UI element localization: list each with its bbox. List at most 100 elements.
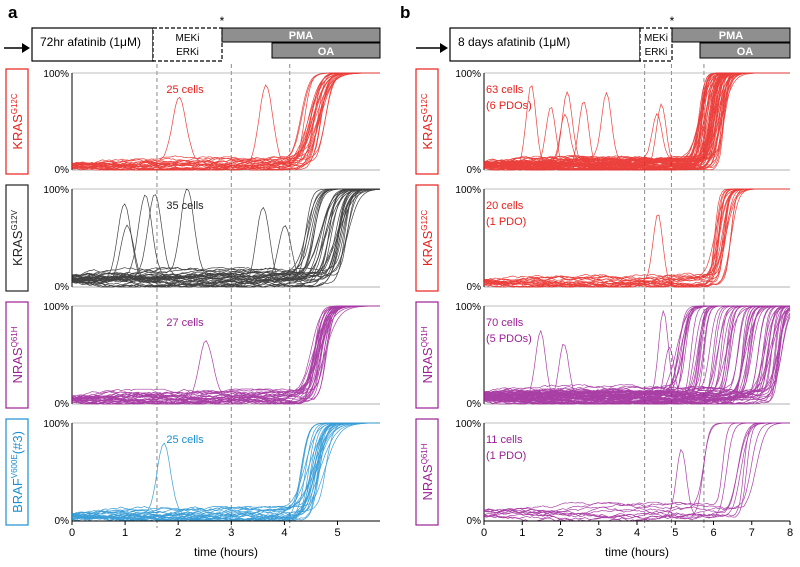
- cell-trace: [71, 188, 380, 283]
- cell-trace: [483, 188, 790, 288]
- pdo-count-label: (1 PDO): [486, 450, 526, 462]
- afatinib-label: 8 days afatinib (1μM): [458, 35, 570, 49]
- cell-trace: [71, 188, 380, 288]
- y-tick-0: 0%: [55, 399, 70, 410]
- cell-trace: [71, 72, 380, 171]
- cell-trace: [483, 72, 790, 170]
- y-tick-0: 0%: [55, 282, 70, 293]
- genotype-superscript: Q61H: [420, 326, 429, 347]
- y-tick-100: 100%: [43, 302, 69, 313]
- cell-trace: [484, 72, 790, 168]
- cell-trace: [71, 188, 380, 283]
- x-tick-label: 1: [519, 527, 525, 539]
- pdo-count-label: (5 PDOs): [486, 333, 532, 345]
- trace-group: [483, 422, 791, 522]
- cell-count-label: 63 cells: [486, 84, 524, 96]
- genotype-name: NRAS: [420, 464, 435, 500]
- cell-trace: [483, 72, 790, 166]
- cell-trace: [483, 422, 790, 517]
- cell-trace: [483, 422, 790, 517]
- y-tick-100: 100%: [455, 185, 481, 196]
- cell-trace: [484, 188, 790, 284]
- cell-trace: [483, 305, 790, 403]
- cell-trace: [71, 72, 380, 168]
- cell-trace: [483, 188, 790, 288]
- star-marker: *: [220, 14, 225, 28]
- genotype-label: NRASQ61H: [10, 326, 25, 383]
- cell-trace: [483, 188, 790, 288]
- trace-group: [71, 305, 381, 405]
- x-tick-label: 4: [634, 527, 640, 539]
- cell-trace: [71, 305, 380, 405]
- row-3: NRASQ61H 100% 0% 70 cells (5 PDOs): [415, 301, 791, 410]
- cell-trace: [71, 422, 380, 520]
- genotype-superscript: Q61H: [10, 326, 19, 347]
- cell-trace: [71, 72, 380, 171]
- cell-count-label: 11 cells: [486, 434, 523, 446]
- genotype-superscript: Q61H: [420, 443, 429, 464]
- cell-trace: [71, 422, 380, 515]
- cell-trace: [483, 188, 790, 288]
- cell-trace: [483, 188, 790, 288]
- trace-group: [71, 422, 381, 522]
- x-tick-label: 1: [122, 527, 128, 539]
- cell-trace: [483, 188, 790, 288]
- cell-trace: [71, 422, 380, 522]
- cell-trace: [483, 422, 790, 522]
- cell-trace: [483, 72, 790, 165]
- pdo-count-label: (1 PDO): [486, 216, 526, 228]
- x-tick-label: 7: [749, 527, 755, 539]
- cell-trace: [71, 188, 380, 287]
- cell-trace: [483, 188, 790, 285]
- cell-trace: [71, 422, 380, 521]
- cell-trace: [71, 188, 381, 283]
- cell-trace: [71, 422, 380, 515]
- cell-trace: [72, 305, 380, 403]
- y-tick-0: 0%: [55, 516, 70, 527]
- cell-trace: [71, 305, 380, 400]
- cell-trace: [71, 188, 380, 288]
- cell-trace: [483, 72, 790, 165]
- row-4: NRASQ61H 100% 0% 11 cells (1 PDO): [415, 418, 791, 527]
- x-tick-label: 3: [596, 527, 602, 539]
- cell-count-label: 27 cells: [166, 317, 204, 329]
- cell-trace: [71, 305, 381, 405]
- genotype-name: BRAF: [10, 478, 25, 513]
- genotype-name: KRAS: [10, 230, 25, 266]
- cell-trace: [483, 188, 790, 285]
- meki-erki-box: [639, 27, 673, 62]
- cell-trace: [71, 72, 380, 170]
- genotype-label: NRASQ61H: [420, 443, 435, 500]
- row-3: NRASQ61H 100% 0% 27 cells: [5, 301, 381, 410]
- cell-trace: [71, 72, 380, 165]
- x-tick-label: 8: [787, 527, 793, 539]
- cell-trace: [483, 72, 790, 171]
- genotype-label-box: [5, 184, 29, 292]
- cell-trace: [71, 305, 380, 404]
- cell-trace: [483, 188, 790, 288]
- cell-trace: [71, 305, 380, 404]
- cell-trace: [71, 72, 380, 166]
- x-tick-label: 2: [175, 527, 181, 539]
- x-tick-label: 3: [228, 527, 234, 539]
- genotype-label-box: [5, 301, 29, 409]
- trace-group: [71, 188, 381, 288]
- meki-label: MEKi: [176, 33, 200, 44]
- cell-trace: [483, 422, 790, 514]
- row-2: KRASG12C 100% 0% 20 cells (1 PDO): [415, 184, 790, 293]
- cell-trace: [71, 422, 380, 518]
- genotype-label: KRASG12V: [10, 209, 25, 266]
- y-tick-100: 100%: [455, 419, 481, 430]
- cell-trace: [71, 72, 380, 169]
- cell-trace: [71, 188, 380, 277]
- cell-trace: [483, 422, 790, 520]
- cell-trace: [484, 72, 790, 165]
- genotype-label: NRASQ61H: [420, 326, 435, 383]
- cell-trace: [483, 72, 790, 166]
- pma-bar: [221, 27, 381, 43]
- genotype-suffix: (#3): [10, 431, 25, 454]
- cell-trace: [71, 72, 380, 166]
- oa-bar: [699, 42, 791, 59]
- y-tick-100: 100%: [43, 69, 69, 80]
